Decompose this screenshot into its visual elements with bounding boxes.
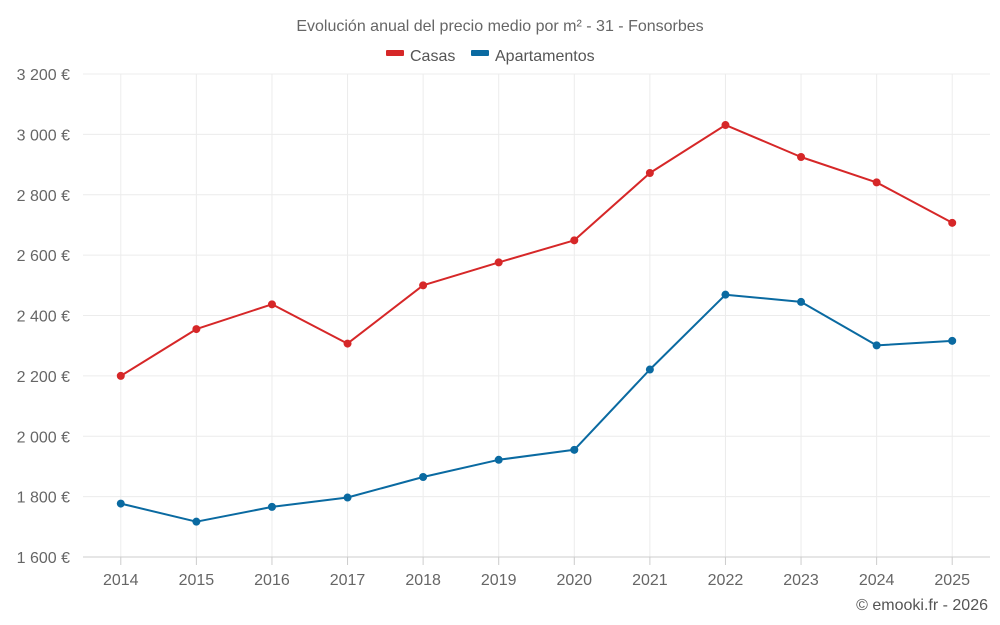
data-point-apartamentos[interactable] [419,473,428,482]
data-point-casas[interactable] [797,153,806,162]
y-tick-label: 2 800 € [17,188,70,205]
chart-title: Evolución anual del precio medio por m² … [296,18,703,35]
x-tick-label: 2016 [254,572,290,589]
y-tick-label: 1 800 € [17,490,70,507]
x-tick-label: 2025 [934,572,970,589]
series-line-apartamentos [120,293,953,523]
data-point-apartamentos[interactable] [570,445,579,454]
data-point-casas[interactable] [645,169,654,178]
series-line-casas [120,124,953,377]
data-point-casas[interactable] [721,121,730,130]
credit-text: © emooki.fr - 2026 [856,597,988,614]
x-tick-label: 2019 [481,572,517,589]
data-point-apartamentos[interactable] [116,499,125,508]
x-tick-label: 2014 [103,572,139,589]
data-point-casas[interactable] [872,178,881,187]
y-tick-label: 3 200 € [17,67,70,84]
data-point-apartamentos[interactable] [343,493,352,502]
legend-item-apartamentos[interactable]: Apartamentos [471,48,595,65]
y-tick-label: 2 400 € [17,309,70,326]
x-tick-label: 2015 [179,572,215,589]
y-tick-label: 2 600 € [17,248,70,265]
y-tick-label: 2 200 € [17,369,70,386]
x-tick-label: 2021 [632,572,668,589]
y-tick-label: 2 000 € [17,429,70,446]
data-point-casas[interactable] [192,325,201,334]
data-point-apartamentos[interactable] [721,290,730,299]
x-tick-label: 2018 [405,572,441,589]
data-point-casas[interactable] [494,258,503,267]
data-point-casas[interactable] [267,300,276,309]
data-point-apartamentos[interactable] [948,336,957,345]
legend-item-casas[interactable]: Casas [386,48,455,65]
data-point-casas[interactable] [948,218,957,227]
data-point-apartamentos[interactable] [267,502,276,511]
y-tick-label: 1 600 € [17,550,70,567]
data-point-apartamentos[interactable] [797,297,806,306]
grid-layer [83,73,990,558]
legend: Casas Apartamentos [386,48,595,65]
data-point-apartamentos[interactable] [645,365,654,374]
x-tick-label: 2024 [859,572,895,589]
data-point-apartamentos[interactable] [192,517,201,526]
x-tick-label: 2020 [556,572,592,589]
data-point-casas[interactable] [570,236,579,245]
data-point-apartamentos[interactable] [872,341,881,350]
x-tick-label: 2022 [708,572,744,589]
legend-swatch-casas [386,50,404,56]
data-point-casas[interactable] [116,371,125,380]
legend-label-apartamentos: Apartamentos [495,48,595,65]
y-tick-label: 3 000 € [17,127,70,144]
axis-layer: 1 600 € 1 800 € 2 000 € 2 200 € 2 400 € 2 600… [17,67,990,589]
data-point-casas[interactable] [343,339,352,348]
legend-swatch-apartamentos [471,50,489,56]
series-layer [116,121,957,526]
data-point-casas[interactable] [419,281,428,290]
x-tick-label: 2017 [330,572,366,589]
x-tick-label: 2023 [783,572,819,589]
data-point-apartamentos[interactable] [494,455,503,464]
legend-label-casas: Casas [410,48,455,65]
